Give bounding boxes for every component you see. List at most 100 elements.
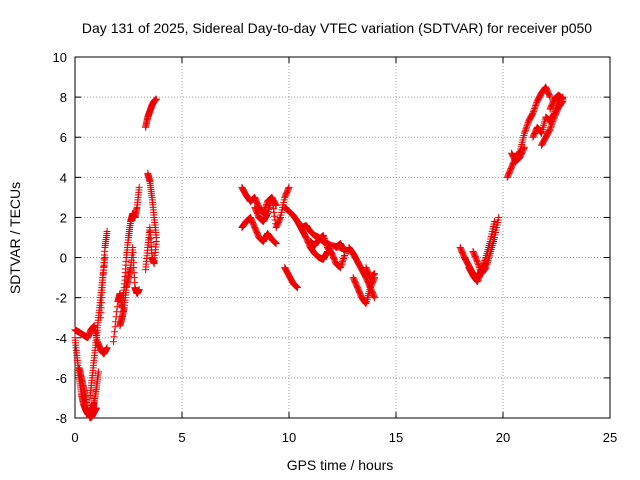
data-point [292, 283, 300, 291]
data-point [546, 93, 554, 101]
data-point [284, 185, 292, 193]
data-point [486, 251, 494, 259]
data-point [322, 239, 330, 247]
y-tick-label: 10 [53, 50, 67, 65]
data-point [135, 286, 143, 294]
data-point [482, 260, 490, 268]
data-point [294, 284, 302, 292]
data-point [285, 183, 293, 191]
data-point [547, 124, 555, 132]
data-point [520, 145, 528, 153]
data-point [532, 102, 540, 110]
data-point [272, 239, 280, 247]
data-point [557, 94, 565, 102]
data-point [520, 143, 528, 151]
data-point [370, 271, 378, 279]
data-point [546, 125, 554, 133]
data-point [523, 123, 531, 131]
data-point [339, 256, 347, 264]
data-point [103, 344, 111, 352]
data-point [532, 100, 540, 108]
data-point [103, 227, 111, 235]
data-point [523, 122, 531, 130]
x-tick-label: 10 [282, 430, 296, 445]
data-point [370, 270, 378, 278]
y-tick-label: 0 [60, 251, 67, 266]
data-point [152, 95, 160, 103]
data-point [475, 262, 483, 270]
data-point [271, 239, 279, 247]
data-point [529, 108, 537, 116]
data-point [92, 404, 100, 412]
data-point [547, 122, 555, 130]
data-point [520, 129, 528, 137]
data-point [263, 210, 271, 218]
data-points [71, 83, 567, 422]
data-point [546, 92, 554, 100]
data-point [485, 253, 493, 261]
data-point [362, 299, 370, 307]
data-point [113, 303, 121, 311]
data-point [371, 294, 379, 302]
x-axis: 0 5 10 15 20 25 [71, 57, 617, 445]
y-axis: -8 -6 -4 -2 0 2 4 6 8 10 [53, 50, 610, 426]
data-point [548, 121, 556, 129]
data-point [336, 264, 344, 272]
chart-title: Day 131 of 2025, Sidereal Day-to-day VTE… [82, 20, 592, 36]
data-point [320, 235, 328, 243]
x-tick-label: 25 [603, 430, 617, 445]
y-tick-label: 4 [60, 170, 67, 185]
data-point [321, 238, 329, 246]
data-point [473, 258, 481, 266]
data-point [337, 262, 345, 270]
data-point [268, 193, 276, 201]
data-point [111, 323, 119, 331]
data-point [276, 215, 284, 223]
x-tick-label: 0 [71, 430, 78, 445]
data-point [270, 208, 278, 216]
data-point [272, 240, 280, 248]
data-point [293, 283, 301, 291]
data-point [524, 120, 532, 128]
x-tick-label: 5 [178, 430, 185, 445]
y-tick-label: 6 [60, 130, 67, 145]
data-point [260, 206, 268, 214]
data-point [110, 333, 118, 341]
data-point [481, 261, 489, 269]
data-point [112, 313, 120, 321]
data-point [341, 248, 349, 256]
data-point [322, 241, 330, 249]
data-point [339, 258, 346, 266]
data-point [537, 128, 545, 136]
x-tick-label: 15 [389, 430, 403, 445]
data-point [95, 368, 103, 376]
data-point [340, 253, 348, 261]
data-point [271, 212, 279, 220]
data-point [531, 105, 539, 113]
data-point [110, 338, 118, 346]
data-point [271, 238, 279, 246]
y-tick-label: -6 [55, 371, 67, 386]
data-point [319, 231, 327, 239]
data-point [485, 255, 493, 263]
data-point [369, 271, 377, 279]
data-point [558, 94, 566, 102]
data-point [152, 234, 160, 241]
data-point [338, 259, 346, 267]
data-point [529, 109, 537, 117]
data-point [269, 205, 277, 213]
data-point [474, 261, 482, 269]
data-point [521, 126, 529, 134]
data-point [522, 125, 530, 133]
data-point [321, 236, 329, 244]
data-point [111, 328, 119, 336]
data-point [495, 213, 503, 221]
data-point [558, 95, 566, 103]
data-point [371, 270, 379, 278]
data-point [521, 128, 529, 136]
plot-frame [74, 56, 611, 419]
data-point [113, 308, 121, 316]
data-point [292, 282, 300, 290]
data-point [135, 183, 143, 191]
